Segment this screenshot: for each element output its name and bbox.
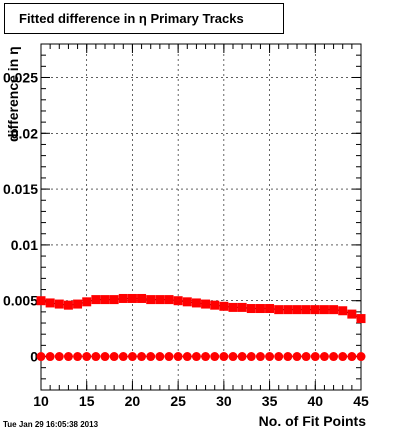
data-point-circle xyxy=(347,352,357,362)
data-point-circle xyxy=(265,352,275,362)
data-point-square xyxy=(82,297,92,307)
data-point-square xyxy=(182,297,192,307)
data-series xyxy=(36,293,366,362)
data-point-circle xyxy=(246,352,256,362)
data-point-square xyxy=(146,295,156,305)
data-point-circle xyxy=(182,352,192,362)
data-point-circle xyxy=(118,352,128,362)
x-tick-label: 25 xyxy=(170,393,186,409)
data-point-circle xyxy=(201,352,211,362)
data-point-square xyxy=(319,305,329,315)
data-point-square xyxy=(127,293,137,303)
x-tick-label: 40 xyxy=(307,393,323,409)
data-point-circle xyxy=(310,352,320,362)
data-point-circle xyxy=(91,352,101,362)
data-point-square xyxy=(173,296,183,306)
y-tick-label: 0.025 xyxy=(3,69,38,85)
data-point-square xyxy=(191,298,201,308)
data-point-square xyxy=(201,299,211,309)
data-point-square xyxy=(356,314,366,324)
data-point-square xyxy=(283,305,293,315)
data-point-square xyxy=(292,305,302,315)
data-point-square xyxy=(54,299,64,309)
data-point-circle xyxy=(274,352,284,362)
data-point-circle xyxy=(127,352,137,362)
x-tick-label: 45 xyxy=(353,393,369,409)
chart-title: Fitted difference in η Primary Tracks xyxy=(19,11,244,26)
y-tick-label: 0.015 xyxy=(3,181,38,197)
data-point-square xyxy=(301,305,311,315)
data-point-square xyxy=(265,304,275,314)
x-tick-label: 15 xyxy=(79,393,95,409)
data-point-circle xyxy=(45,352,55,362)
data-point-square xyxy=(36,296,46,306)
data-point-square xyxy=(45,298,55,308)
data-point-circle xyxy=(54,352,64,362)
data-point-circle xyxy=(100,352,110,362)
data-point-circle xyxy=(255,352,265,362)
data-point-circle xyxy=(63,352,73,362)
data-point-square xyxy=(338,306,348,316)
plot-frame xyxy=(40,43,362,391)
data-point-square xyxy=(255,304,265,314)
data-point-circle xyxy=(301,352,311,362)
data-point-circle xyxy=(73,352,83,362)
data-point-square xyxy=(210,300,220,310)
data-point-square xyxy=(246,304,256,314)
data-point-circle xyxy=(164,352,174,362)
x-tick-label: 35 xyxy=(262,393,278,409)
data-point-circle xyxy=(292,352,302,362)
grid-lines xyxy=(40,44,362,390)
data-point-square xyxy=(228,302,238,312)
data-point-circle xyxy=(338,352,348,362)
data-point-circle xyxy=(356,352,366,362)
chart-title-box: Fitted difference in η Primary Tracks xyxy=(4,3,284,34)
y-tick-labels: 0 0.005 0.01 0.015 0.02 0.025 xyxy=(3,69,38,364)
data-point-square xyxy=(237,302,247,312)
data-point-circle xyxy=(173,352,183,362)
data-point-circle xyxy=(109,352,119,362)
data-point-circle xyxy=(146,352,156,362)
x-tick-label: 20 xyxy=(125,393,141,409)
data-point-circle xyxy=(191,352,201,362)
data-point-square xyxy=(219,301,229,311)
data-point-circle xyxy=(155,352,165,362)
data-point-square xyxy=(329,305,339,315)
data-point-square xyxy=(347,309,357,319)
timestamp: Tue Jan 29 16:05:38 2013 xyxy=(3,420,99,429)
data-point-square xyxy=(109,295,119,305)
data-point-circle xyxy=(137,352,147,362)
y-tick-label: 0.02 xyxy=(11,125,38,141)
y-axis-label: difference in η xyxy=(5,46,21,142)
data-point-circle xyxy=(210,352,220,362)
data-point-square xyxy=(91,295,101,305)
data-point-circle xyxy=(82,352,92,362)
y-tick-label: 0.01 xyxy=(11,237,38,253)
axis-ticks xyxy=(40,44,362,391)
data-point-circle xyxy=(329,352,339,362)
data-point-circle xyxy=(319,352,329,362)
data-point-square xyxy=(137,293,147,303)
data-point-circle xyxy=(228,352,238,362)
data-point-square xyxy=(164,295,174,305)
data-point-square xyxy=(155,295,165,305)
data-point-circle xyxy=(219,352,229,362)
data-point-square xyxy=(274,305,284,315)
data-point-square xyxy=(118,293,128,303)
y-tick-label: 0 xyxy=(30,349,38,365)
data-point-square xyxy=(100,295,110,305)
x-tick-label: 30 xyxy=(216,393,232,409)
x-tick-labels: 10 15 20 25 30 35 40 45 xyxy=(33,393,369,409)
x-axis-label: No. of Fit Points xyxy=(258,413,366,429)
x-tick-label: 10 xyxy=(33,393,49,409)
data-point-square xyxy=(63,300,73,310)
data-point-square xyxy=(73,299,83,309)
data-point-circle xyxy=(36,352,46,362)
data-point-circle xyxy=(237,352,247,362)
data-point-circle xyxy=(283,352,293,362)
data-point-square xyxy=(310,305,320,315)
y-tick-label: 0.005 xyxy=(3,293,38,309)
